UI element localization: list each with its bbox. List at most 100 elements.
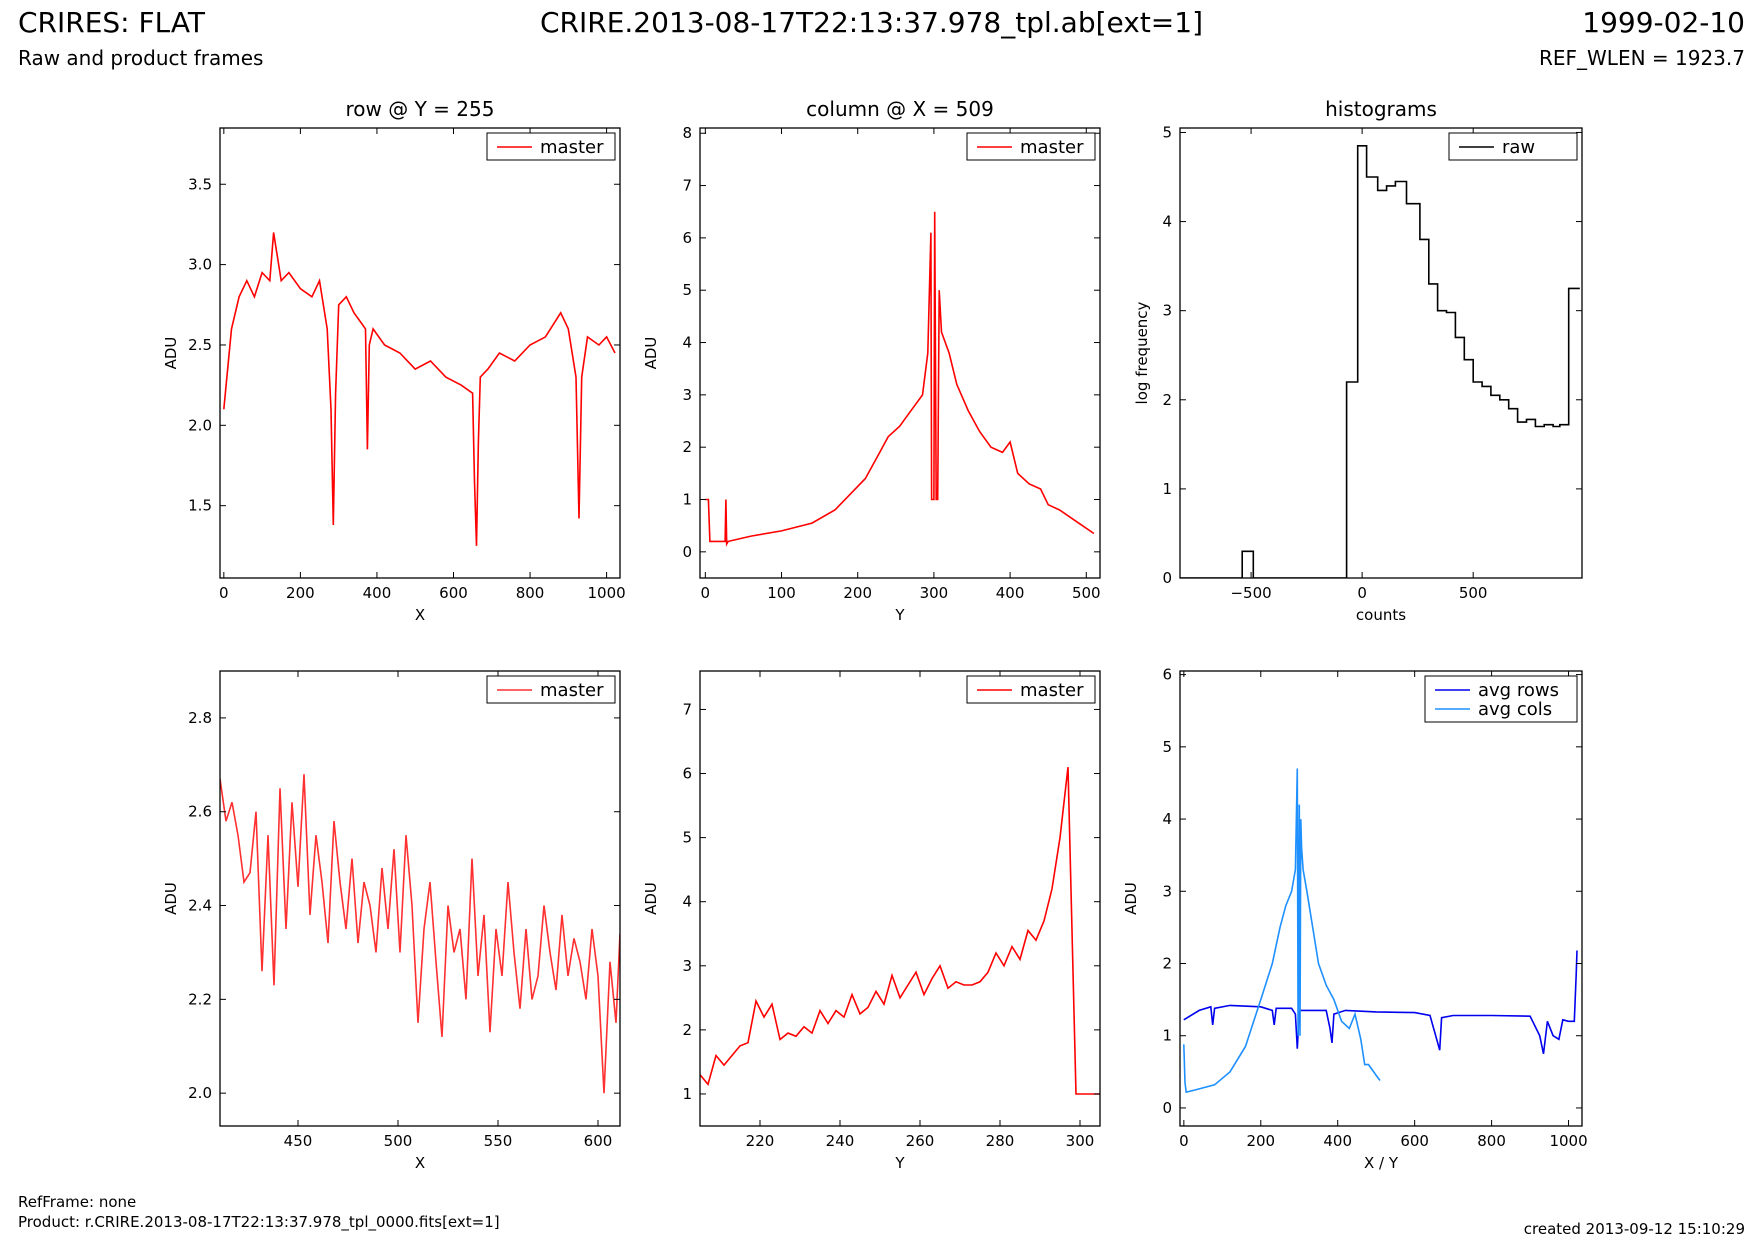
y-tick-label: 2 <box>1162 391 1172 409</box>
x-tick-label: 600 <box>439 584 468 602</box>
legend: master <box>966 132 1096 161</box>
y-tick-label: 2 <box>682 1021 692 1039</box>
chart-panel-6: 0 200 400 600 800 1000 0 1 2 3 4 5 6 X / Y ADU avg rows… <box>1122 666 1588 1172</box>
series-line-1 <box>705 211 1095 547</box>
y-tick-label: 8 <box>682 124 692 142</box>
y-tick-label: 1 <box>1162 480 1172 498</box>
x-tick-label: 400 <box>1323 1132 1352 1150</box>
x-tick-label: 220 <box>746 1132 775 1150</box>
date-label: 1999-02-10 <box>1582 6 1745 39</box>
legend: raw <box>1448 132 1578 161</box>
legend-label: avg rows <box>1478 680 1559 701</box>
y-axis-label: ADU <box>162 882 180 915</box>
chart-panel-3: −500 0 500 0 1 2 3 4 5 histograms counts log freque… <box>1133 97 1583 624</box>
y-axis-label: ADU <box>1122 882 1140 915</box>
legend-label: avg cols <box>1478 699 1552 720</box>
y-tick-label: 1 <box>682 1085 692 1103</box>
y-tick-label: 6 <box>682 765 692 783</box>
x-tick-label: 1000 <box>588 584 626 602</box>
y-tick-label: 6 <box>682 229 692 247</box>
x-tick-label: 0 <box>1357 584 1367 602</box>
series-line-2 <box>1183 768 1381 1094</box>
plot-frame <box>219 127 621 579</box>
y-tick-label: 2.6 <box>188 803 212 821</box>
y-tick-label: 2.5 <box>188 336 212 354</box>
legend-label: master <box>1020 680 1084 701</box>
y-axis-label: ADU <box>162 337 180 370</box>
chart-title: histograms <box>1325 97 1437 121</box>
y-tick-label: 7 <box>682 177 692 195</box>
x-tick-label: 0 <box>219 584 229 602</box>
x-axis-label: counts <box>1356 606 1406 624</box>
y-tick-label: 5 <box>682 829 692 847</box>
y-tick-label: 2.2 <box>188 990 212 1008</box>
series-line-1 <box>220 774 620 1094</box>
x-tick-label: 280 <box>986 1132 1015 1150</box>
x-axis-label: X <box>415 1154 425 1172</box>
plot-frame <box>699 127 1101 579</box>
x-tick-label: 260 <box>906 1132 935 1150</box>
y-tick-label: 4 <box>1162 810 1172 828</box>
x-tick-label: 550 <box>484 1132 513 1150</box>
y-tick-label: 2.0 <box>188 1084 212 1102</box>
legend-box <box>1424 675 1578 723</box>
y-tick-label: 7 <box>682 700 692 718</box>
y-tick-label: 3 <box>682 957 692 975</box>
chart-title: row @ Y = 255 <box>346 97 495 121</box>
legend: master <box>486 132 616 161</box>
legend: master <box>486 675 616 704</box>
x-tick-label: 0 <box>1179 1132 1189 1150</box>
x-tick-label: 240 <box>826 1132 855 1150</box>
x-tick-label: 800 <box>516 584 545 602</box>
x-tick-label: 500 <box>1459 584 1488 602</box>
y-tick-label: 0 <box>1162 1099 1172 1117</box>
x-tick-label: 200 <box>286 584 315 602</box>
legend-label: master <box>1020 137 1084 158</box>
y-tick-label: 1 <box>682 491 692 509</box>
x-tick-label: 100 <box>767 584 796 602</box>
y-tick-label: 5 <box>1162 738 1172 756</box>
x-tick-label: 500 <box>1072 584 1101 602</box>
y-tick-label: 1.5 <box>188 497 212 515</box>
y-tick-label: 2.0 <box>188 416 212 434</box>
y-axis-label: ADU <box>642 882 660 915</box>
x-tick-label: 800 <box>1477 1132 1506 1150</box>
x-tick-label: 0 <box>701 584 711 602</box>
y-tick-label: 0 <box>1162 569 1172 587</box>
y-tick-label: 0 <box>682 543 692 561</box>
y-tick-label: 2 <box>1162 955 1172 973</box>
y-tick-label: 3.0 <box>188 256 212 274</box>
legend: master <box>966 675 1096 704</box>
x-axis-label: X <box>415 606 425 624</box>
page-title: CRIRES: FLAT <box>18 6 205 39</box>
x-tick-label: 600 <box>1400 1132 1429 1150</box>
plot-frame <box>1179 127 1583 579</box>
x-axis-label: Y <box>894 606 905 624</box>
y-tick-label: 5 <box>682 281 692 299</box>
y-tick-label: 1 <box>1162 1027 1172 1045</box>
product-label: Product: r.CRIRE.2013-08-17T22:13:37.978… <box>18 1213 500 1231</box>
x-tick-label: −500 <box>1230 584 1271 602</box>
x-tick-label: 200 <box>843 584 872 602</box>
y-tick-label: 2.4 <box>188 897 212 915</box>
y-tick-label: 2.8 <box>188 709 212 727</box>
x-tick-label: 1000 <box>1549 1132 1587 1150</box>
legend-label: master <box>540 680 604 701</box>
series-line-1 <box>1183 950 1578 1054</box>
plot-frame <box>699 670 1101 1127</box>
x-tick-label: 450 <box>284 1132 313 1150</box>
y-tick-label: 3.5 <box>188 175 212 193</box>
x-tick-label: 400 <box>363 584 392 602</box>
chart-panel-5: 220 240 260 280 300 1 2 3 4 5 6 7 Y ADU master <box>642 670 1101 1172</box>
series-line-1 <box>223 232 616 546</box>
x-tick-label: 200 <box>1246 1132 1275 1150</box>
plot-frame <box>219 670 621 1127</box>
series-line-1 <box>700 767 1100 1095</box>
y-tick-label: 4 <box>682 893 692 911</box>
series-line-1 <box>1180 145 1580 578</box>
chart-panel-1: 0 200 400 600 800 1000 1.5 2.0 2.5 3.0 3.5 row @ Y … <box>162 97 626 624</box>
y-tick-label: 6 <box>1162 666 1172 684</box>
legend-label: master <box>540 137 604 158</box>
